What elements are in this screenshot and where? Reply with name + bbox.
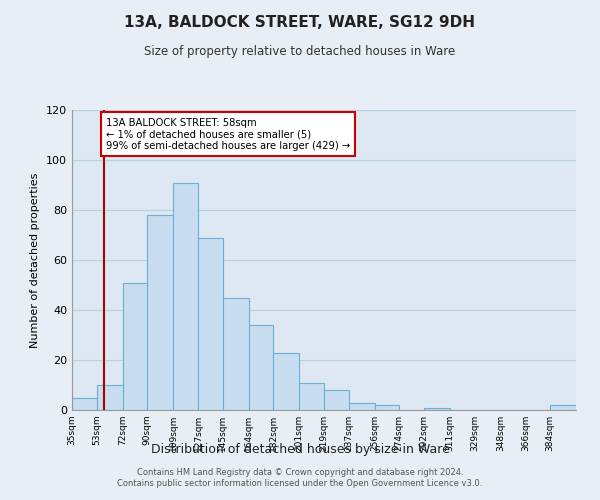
Bar	[248, 325, 274, 410]
Bar	[349, 402, 374, 410]
Bar	[223, 298, 248, 410]
Text: Size of property relative to detached houses in Ware: Size of property relative to detached ho…	[145, 45, 455, 58]
Text: Contains HM Land Registry data © Crown copyright and database right 2024.
Contai: Contains HM Land Registry data © Crown c…	[118, 468, 482, 487]
Bar	[274, 352, 299, 410]
Bar	[198, 238, 223, 410]
Bar	[148, 215, 173, 410]
Text: Distribution of detached houses by size in Ware: Distribution of detached houses by size …	[151, 442, 449, 456]
Bar	[122, 282, 148, 410]
Bar	[374, 405, 400, 410]
Bar	[72, 398, 97, 410]
Bar	[324, 390, 349, 410]
Bar	[299, 382, 324, 410]
Bar	[550, 405, 576, 410]
Text: 13A BALDOCK STREET: 58sqm
← 1% of detached houses are smaller (5)
99% of semi-de: 13A BALDOCK STREET: 58sqm ← 1% of detach…	[106, 118, 350, 150]
Text: 13A, BALDOCK STREET, WARE, SG12 9DH: 13A, BALDOCK STREET, WARE, SG12 9DH	[125, 15, 476, 30]
Bar	[97, 385, 122, 410]
Y-axis label: Number of detached properties: Number of detached properties	[31, 172, 40, 348]
Bar	[173, 182, 198, 410]
Bar	[424, 408, 450, 410]
